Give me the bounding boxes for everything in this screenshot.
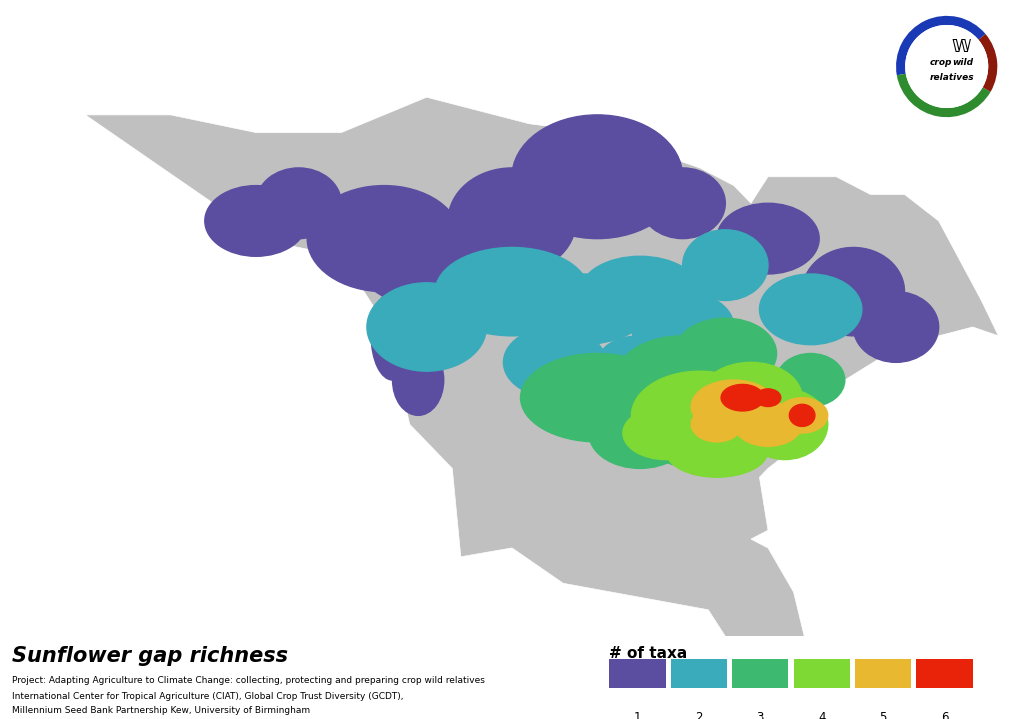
Text: 6: 6 (941, 710, 948, 719)
Ellipse shape (256, 168, 341, 239)
Text: 3: 3 (757, 710, 764, 719)
Ellipse shape (520, 354, 674, 442)
Ellipse shape (691, 380, 776, 433)
Ellipse shape (358, 221, 529, 309)
Ellipse shape (760, 274, 862, 344)
Ellipse shape (597, 336, 683, 389)
Text: # of taxa: # of taxa (609, 646, 687, 661)
FancyBboxPatch shape (916, 659, 973, 687)
Ellipse shape (691, 406, 742, 442)
Ellipse shape (512, 115, 683, 239)
Ellipse shape (372, 292, 414, 380)
FancyBboxPatch shape (609, 659, 666, 687)
Text: relatives: relatives (930, 73, 974, 82)
Text: 2: 2 (695, 710, 702, 719)
Ellipse shape (367, 283, 486, 371)
Ellipse shape (632, 371, 768, 459)
Ellipse shape (392, 344, 443, 416)
FancyBboxPatch shape (794, 659, 850, 687)
Ellipse shape (756, 389, 781, 406)
Ellipse shape (504, 327, 606, 398)
FancyBboxPatch shape (671, 659, 727, 687)
Ellipse shape (802, 247, 904, 336)
Ellipse shape (614, 336, 751, 424)
Text: 4: 4 (818, 710, 825, 719)
Ellipse shape (205, 186, 307, 256)
Ellipse shape (589, 398, 691, 468)
Ellipse shape (699, 362, 802, 433)
Ellipse shape (776, 398, 827, 433)
Text: crop: crop (930, 58, 952, 67)
Ellipse shape (725, 380, 811, 451)
Ellipse shape (776, 354, 845, 406)
Ellipse shape (435, 247, 589, 336)
Circle shape (896, 16, 997, 117)
Wedge shape (979, 34, 997, 92)
Text: 1: 1 (634, 710, 641, 719)
Wedge shape (896, 16, 985, 75)
Ellipse shape (717, 203, 819, 274)
Ellipse shape (721, 385, 764, 411)
Ellipse shape (683, 230, 768, 301)
Circle shape (905, 25, 988, 108)
Text: 𝕎: 𝕎 (951, 38, 971, 56)
Text: Project: Adapting Agriculture to Climate Change: collecting, protecting and prep: Project: Adapting Agriculture to Climate… (12, 676, 485, 685)
Ellipse shape (512, 274, 648, 344)
FancyBboxPatch shape (732, 659, 788, 687)
Ellipse shape (449, 168, 577, 274)
Text: wild: wild (952, 58, 974, 67)
Ellipse shape (790, 404, 815, 426)
Text: International Center for Tropical Agriculture (CIAT), Global Crop Trust Diversit: International Center for Tropical Agricu… (12, 692, 403, 701)
Ellipse shape (640, 168, 725, 239)
Ellipse shape (632, 292, 734, 362)
Ellipse shape (581, 256, 699, 327)
Ellipse shape (853, 292, 939, 362)
Ellipse shape (623, 406, 709, 459)
Ellipse shape (640, 398, 760, 468)
Text: Sunflower gap richness: Sunflower gap richness (12, 646, 289, 667)
Ellipse shape (674, 318, 776, 389)
Polygon shape (17, 97, 998, 680)
Wedge shape (897, 74, 990, 117)
Ellipse shape (742, 389, 827, 459)
Ellipse shape (734, 402, 802, 446)
Ellipse shape (307, 186, 461, 292)
Text: Millennium Seed Bank Partnership Kew, University of Birmingham: Millennium Seed Bank Partnership Kew, Un… (12, 706, 310, 715)
Text: 5: 5 (880, 710, 887, 719)
FancyBboxPatch shape (855, 659, 911, 687)
Ellipse shape (666, 424, 768, 477)
